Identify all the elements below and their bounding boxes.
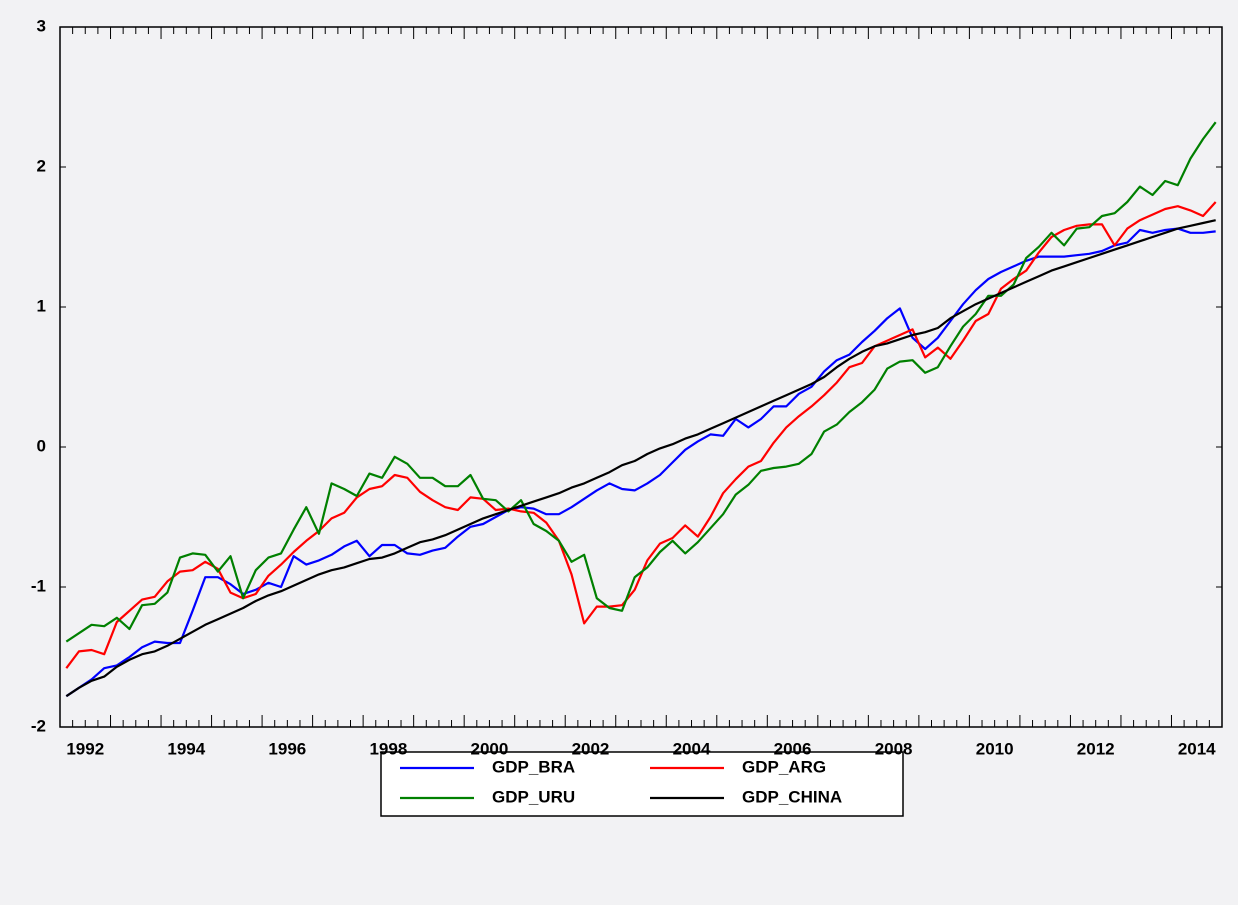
x-tick-label: 2000	[471, 739, 509, 758]
x-tick-label: 2002	[572, 739, 610, 758]
legend	[380, 751, 904, 817]
x-tick-label: 2010	[976, 739, 1014, 758]
series-line	[65, 121, 1217, 643]
x-tick-label: 1994	[167, 739, 205, 758]
y-tick-label: 2	[37, 156, 46, 175]
x-tick-label: 1996	[268, 739, 306, 758]
y-tick-label: -1	[31, 576, 46, 595]
series-line	[65, 219, 1216, 698]
x-tick-label: 1992	[66, 739, 104, 758]
x-tick-label: 2006	[774, 739, 812, 758]
x-tick-label: 2014	[1178, 739, 1216, 758]
y-tick-label: 0	[37, 436, 46, 455]
legend-label: GDP_ARG	[742, 757, 826, 776]
x-tick-label: 2004	[673, 739, 711, 758]
y-tick-label: -2	[31, 716, 46, 735]
y-tick-label: 3	[37, 16, 46, 35]
legend-label: GDP_URU	[492, 787, 575, 806]
y-tick-label: 1	[37, 296, 46, 315]
series-line	[65, 201, 1217, 669]
x-tick-label: 2008	[875, 739, 913, 758]
x-tick-label: 2012	[1077, 739, 1115, 758]
legend-label: GDP_BRA	[492, 757, 575, 776]
legend-label: GDP_CHINA	[742, 787, 842, 806]
x-tick-label: 1998	[369, 739, 407, 758]
